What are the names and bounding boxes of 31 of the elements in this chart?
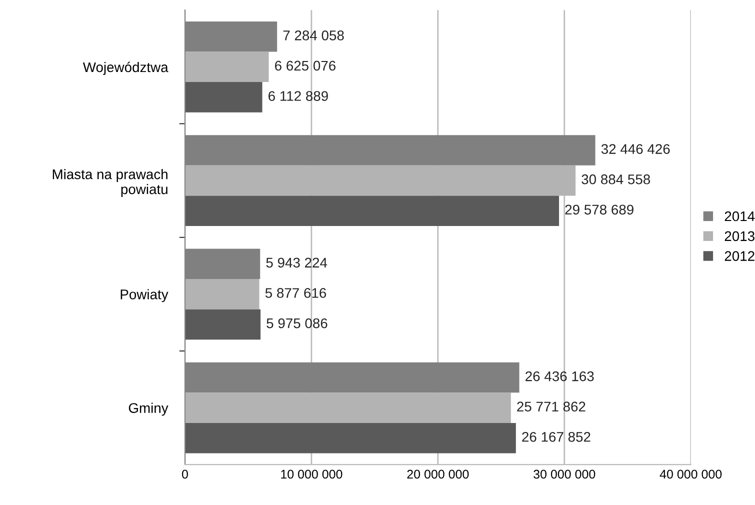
legend-label: 2014 [724, 211, 755, 222]
data-label: 6 112 889 [268, 91, 328, 101]
y-tick-label: Gminy [128, 402, 168, 416]
data-label: 26 167 852 [522, 432, 590, 442]
bar [184, 309, 261, 340]
data-label: 6 625 076 [275, 60, 336, 71]
data-label: 26 436 163 [526, 371, 594, 382]
bar [184, 279, 260, 310]
x-tick-label: 30 000 000 [534, 470, 596, 479]
data-label: 5 943 224 [266, 258, 328, 268]
data-label: 32 446 426 [601, 144, 670, 154]
data-label: 7 284 058 [283, 30, 344, 40]
bar [184, 82, 262, 112]
y-tick-label: Powiaty [120, 289, 168, 302]
x-tick-label: 0 [182, 470, 188, 479]
x-tick-label: 20 000 000 [407, 470, 469, 479]
bar [184, 422, 516, 454]
data-label: 5 975 086 [266, 318, 328, 328]
data-label: 30 884 558 [582, 174, 650, 184]
bar [184, 196, 560, 226]
data-label: 5 877 616 [265, 288, 326, 298]
bar [184, 52, 269, 82]
data-label: 25 771 862 [517, 402, 586, 412]
legend-label: 2013 [724, 231, 754, 242]
y-tick-label: Województwa [82, 62, 168, 75]
x-tick-label: 10 000 000 [281, 470, 342, 479]
y-tick-label: Miasta na prawach powiatu [52, 169, 168, 197]
data-label: 29 578 689 [565, 204, 634, 215]
legend-label: 2012 [724, 251, 754, 261]
x-tick-label: 40 000 000 [660, 470, 722, 479]
bar [184, 392, 511, 423]
